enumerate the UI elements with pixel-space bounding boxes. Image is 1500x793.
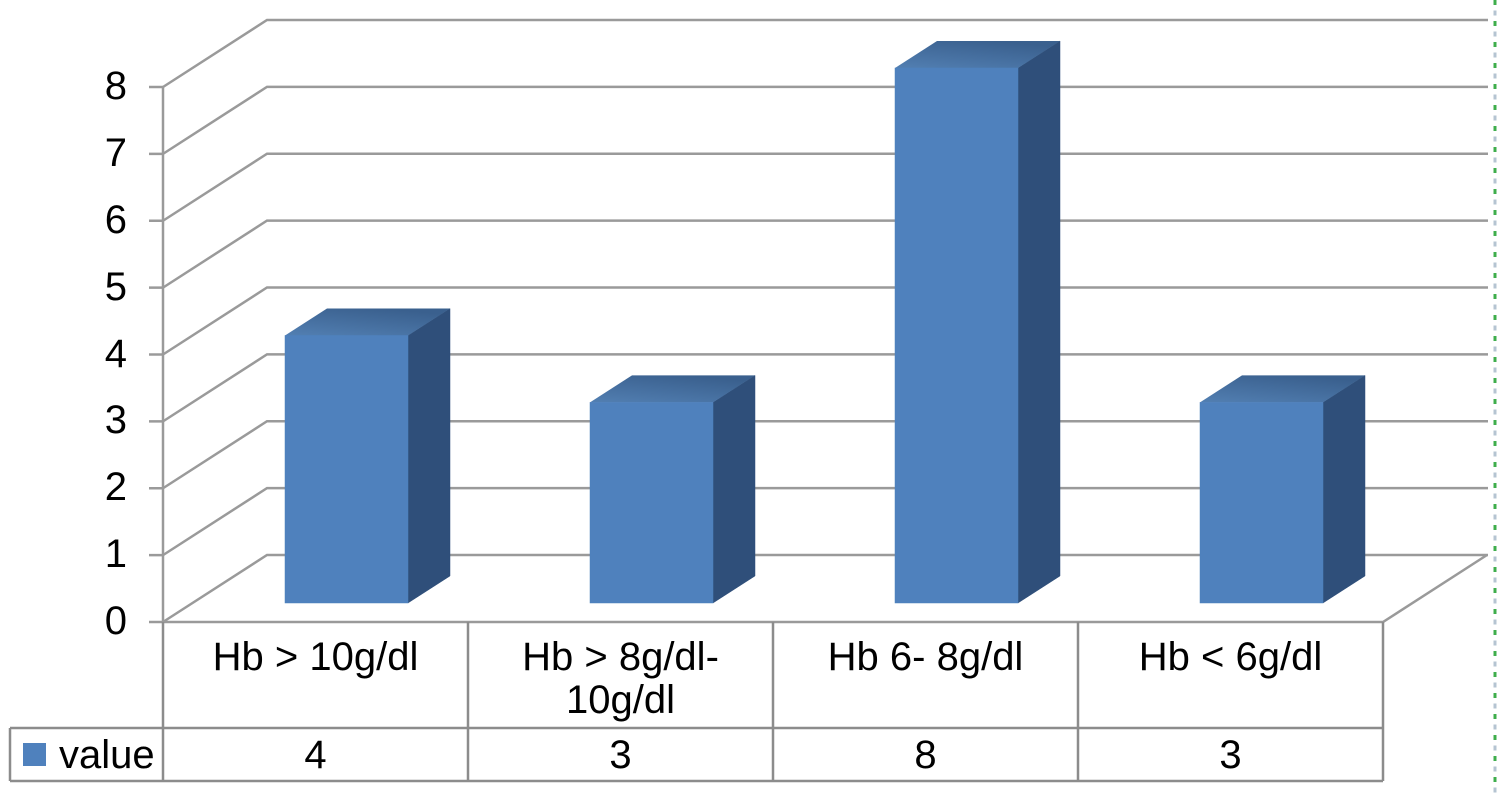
bar-top-face (895, 41, 1060, 68)
category-cell-3: Hb 6- 8g/dl (827, 635, 1024, 679)
bar-top-face (590, 375, 755, 403)
bar-side-face (1322, 374, 1366, 604)
category-cell-2: Hb > 8g/dl-10g/dl (522, 635, 719, 723)
legend-cell: value (10, 728, 163, 781)
data-table-grid (8, 622, 1385, 783)
y-axis-label-7: 7 (104, 131, 127, 176)
category-cell-1: Hb > 10g/dl (212, 635, 419, 679)
gridlines (149, 18, 1488, 624)
bar-front-face (589, 402, 714, 604)
bar-1-value (284, 308, 451, 604)
y-axis-label-0: 0 (104, 599, 127, 644)
y-axis-label-1: 1 (104, 532, 127, 577)
bar-front-face (284, 335, 409, 604)
legend-swatch (23, 743, 46, 766)
value-cell-2: 3 (609, 732, 632, 777)
y-axis-label-2: 2 (104, 465, 127, 510)
bar-2-value (589, 374, 756, 604)
y-axis-label-5: 5 (104, 264, 127, 309)
value-cell-3: 8 (914, 732, 937, 777)
bar-front-face (1199, 402, 1324, 604)
y-axis-label-6: 6 (104, 197, 127, 242)
y-axis-label-3: 3 (104, 398, 127, 443)
category-cell-4: Hb < 6g/dl (1138, 635, 1323, 679)
bar-side-face (712, 374, 756, 604)
bar-top-face (1200, 375, 1365, 403)
bar-side-face (1017, 40, 1061, 604)
bar-side-face (407, 308, 451, 604)
bar-4-value (1199, 374, 1366, 604)
bar-front-face (894, 67, 1019, 604)
value-cell-1: 4 (304, 732, 327, 777)
y-axis-label-8: 8 (104, 64, 127, 109)
bar-top-face (285, 308, 450, 336)
value-cell-4: 3 (1219, 732, 1242, 777)
bar-3-value (894, 40, 1061, 604)
y-axis-label-4: 4 (104, 331, 127, 376)
legend-label: value (59, 732, 155, 777)
